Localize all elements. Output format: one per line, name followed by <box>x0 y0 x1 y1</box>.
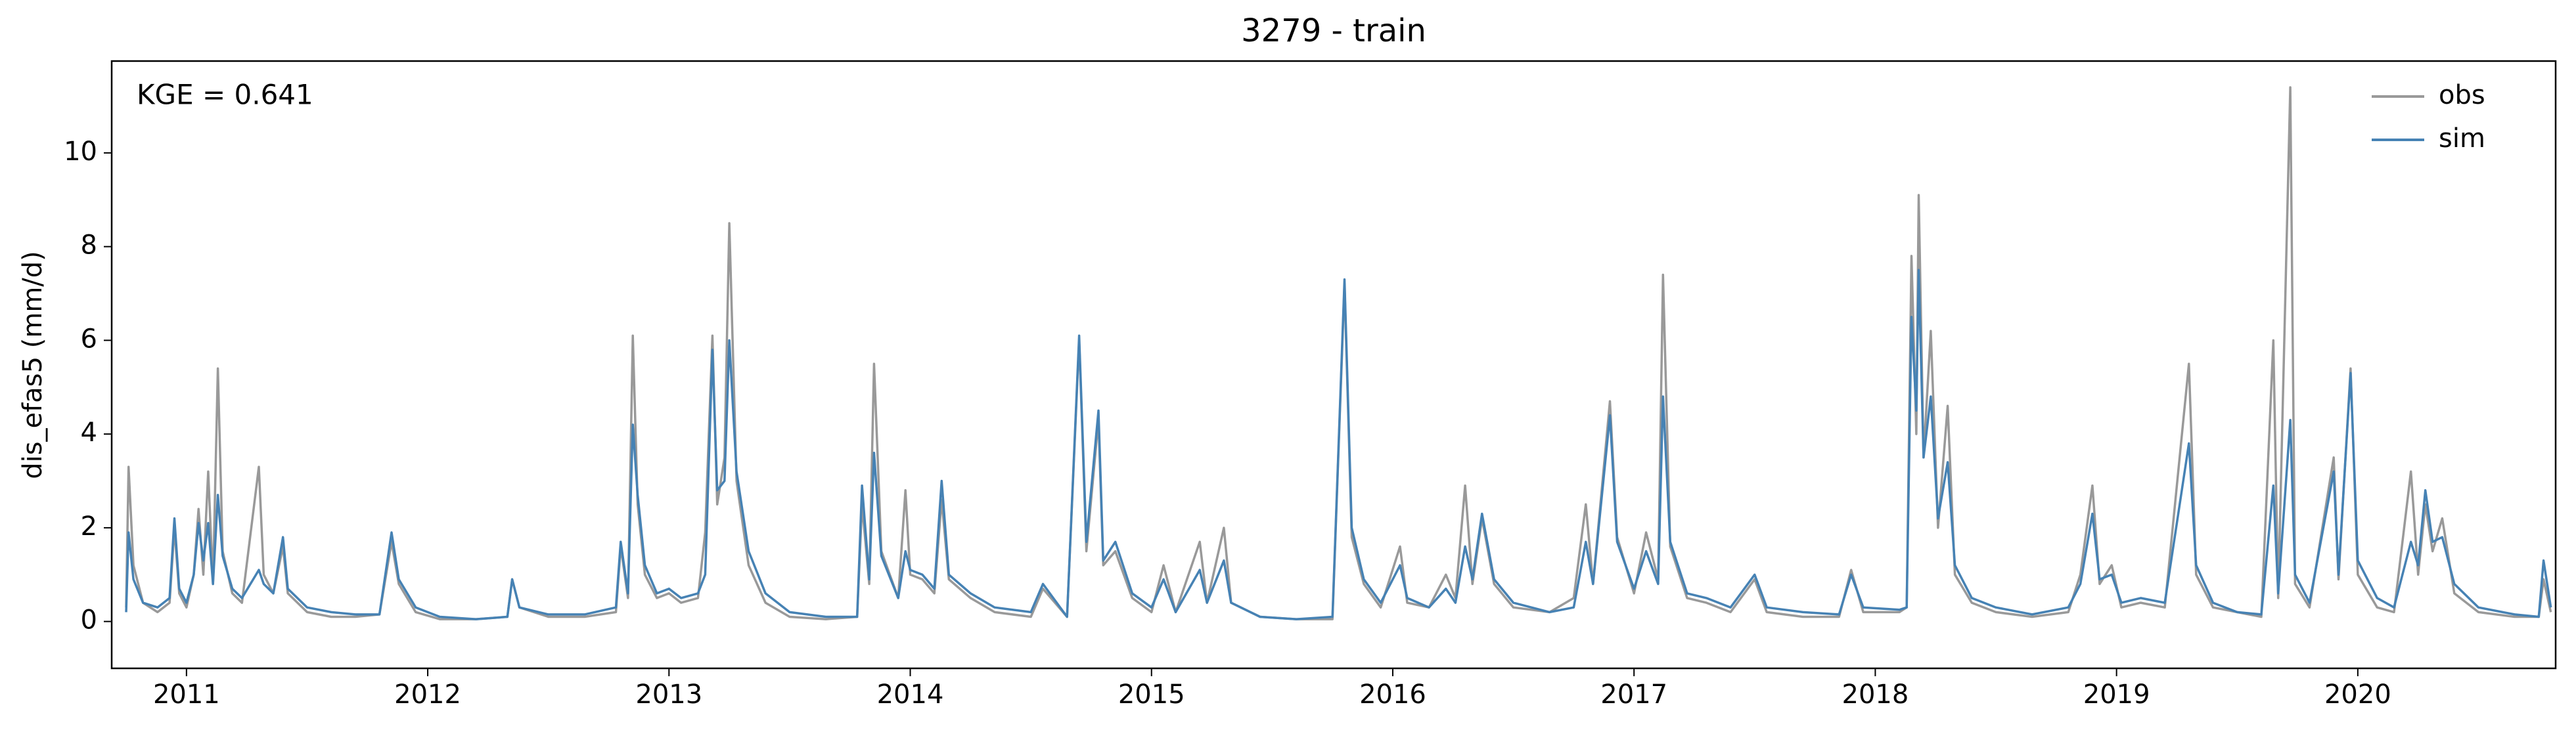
x-tick-label: 2017 <box>1600 680 1667 710</box>
series-line <box>125 86 2552 620</box>
x-tick-label: 2016 <box>1359 680 1426 710</box>
y-tick-label: 0 <box>81 605 97 636</box>
legend-label: obs <box>2439 80 2485 110</box>
x-tick-label: 2020 <box>2324 680 2391 710</box>
x-tick-label: 2011 <box>153 680 220 710</box>
x-tick-label: 2014 <box>877 680 944 710</box>
y-tick-label: 4 <box>81 418 97 448</box>
y-tick-label: 2 <box>81 511 97 542</box>
y-tick-label: 6 <box>81 324 97 354</box>
x-tick-label: 2012 <box>394 680 461 710</box>
legend-label: sim <box>2439 123 2485 154</box>
y-tick-label: 8 <box>81 230 97 261</box>
y-axis-label: dis_efas5 (mm/d) <box>18 251 48 479</box>
y-tick-label: 10 <box>64 137 97 167</box>
x-tick-label: 2015 <box>1118 680 1185 710</box>
annotation: KGE = 0.641 <box>137 79 313 111</box>
chart-title: 3279 - train <box>1241 12 1426 49</box>
x-tick-label: 2018 <box>1842 680 1909 710</box>
series-line <box>125 269 2552 620</box>
x-tick-label: 2019 <box>2083 680 2150 710</box>
x-tick-label: 2013 <box>635 680 702 710</box>
plot-frame <box>110 60 2557 670</box>
